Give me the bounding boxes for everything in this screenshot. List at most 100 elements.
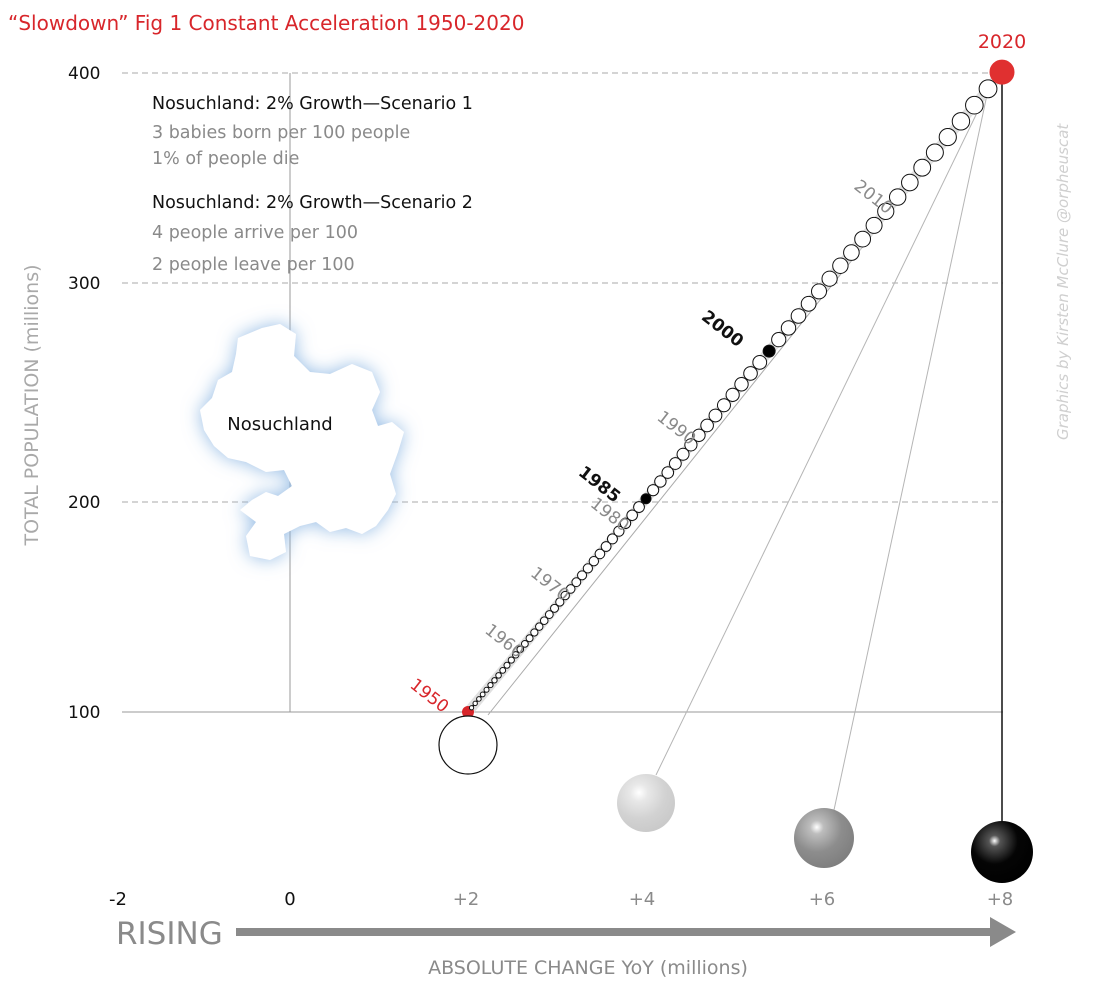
point-2015	[925, 143, 944, 162]
point-1977	[588, 556, 600, 567]
point-1952	[472, 700, 478, 707]
scenario2-heading: Nosuchland: 2% Growth—Scenario 2	[152, 193, 473, 213]
chart-title: “Slowdown” Fig 1 Constant Acceleration 1…	[8, 11, 524, 35]
point-2017	[951, 112, 971, 131]
point-2010	[865, 216, 883, 234]
point-1957	[491, 677, 498, 684]
point-2002	[780, 320, 797, 336]
point-1987	[654, 475, 667, 488]
point-1970	[550, 603, 560, 613]
year-label-2000: 2000	[697, 307, 747, 352]
point-1978	[594, 548, 606, 560]
point-1965	[525, 634, 534, 643]
point-1953	[476, 696, 482, 702]
point-2019	[978, 79, 998, 99]
x-ticks: -2 0 +2 +4 +6 +8	[109, 889, 1013, 910]
point-1971	[555, 597, 565, 607]
point-1991	[684, 438, 698, 452]
y-axis-label: TOTAL POPULATION (millions)	[21, 264, 43, 546]
point-1994	[708, 408, 723, 423]
ball-black	[971, 821, 1033, 883]
point-2004	[800, 295, 817, 312]
ball-gray	[794, 808, 854, 868]
point-1956	[487, 681, 494, 689]
y-tick-300: 300	[68, 274, 100, 294]
point-1990	[676, 447, 690, 461]
x-tick-plus8: +8	[987, 889, 1014, 910]
point-1951	[468, 705, 475, 711]
x-tick-plus4: +4	[629, 889, 656, 910]
point-2018	[965, 95, 984, 115]
point-1975	[577, 570, 588, 581]
scenario1-line-2: 1% of people die	[152, 149, 299, 169]
rising-arrow: RISING	[116, 916, 1016, 952]
point-1960	[503, 661, 511, 669]
pendulum-string-1	[655, 89, 989, 776]
y-tick-200: 200	[68, 493, 100, 513]
point-1988	[661, 466, 675, 479]
grid	[122, 72, 1003, 713]
point-1964	[520, 639, 529, 648]
point-2014	[913, 158, 932, 177]
nosuchland-map: Nosuchland	[200, 324, 404, 560]
point-1980	[606, 533, 618, 545]
point-1961	[507, 656, 515, 664]
point-1992	[692, 428, 706, 442]
point-2012	[888, 188, 907, 206]
point-1997	[734, 377, 749, 392]
point-2007	[832, 257, 849, 274]
credit: Graphics by Kirsten McClure @orpheuscat	[1054, 123, 1072, 440]
point-1995	[716, 398, 731, 413]
point-2013	[901, 173, 919, 192]
point-1984	[633, 501, 645, 513]
scenario1-heading: Nosuchland: 2% Growth—Scenario 1	[152, 94, 473, 114]
point-2000	[762, 344, 776, 358]
point-1968	[539, 616, 549, 625]
point-1973	[565, 584, 576, 594]
point-1993	[700, 418, 714, 433]
point-2006	[821, 270, 838, 287]
point-1981	[613, 525, 625, 537]
point-2011	[877, 202, 895, 220]
y-ticks: 400 300 200 100	[68, 64, 100, 723]
rising-label: RISING	[116, 916, 223, 952]
scenario2-line-1: 4 people arrive per 100	[152, 223, 358, 243]
point-2008	[843, 244, 860, 261]
notes: Nosuchland: 2% Growth—Scenario 1 3 babie…	[152, 94, 473, 275]
y-tick-100: 100	[68, 703, 100, 723]
point-1969	[544, 610, 554, 619]
point-1974	[571, 577, 582, 588]
point-1996	[725, 387, 740, 402]
point-1989	[668, 457, 682, 470]
y-tick-400: 400	[68, 64, 100, 84]
point-1998	[743, 366, 758, 381]
country-label: Nosuchland	[227, 414, 332, 435]
year-label-2020: 2020	[978, 31, 1026, 53]
point-2016	[938, 127, 957, 147]
ball-light-gray	[617, 774, 675, 832]
point-1963	[516, 645, 525, 654]
point-1982	[619, 517, 632, 530]
x-axis-label: ABSOLUTE CHANGE YoY (millions)	[428, 957, 748, 979]
x-tick-0: 0	[284, 889, 295, 910]
year-label-1950: 1950	[406, 675, 452, 717]
point-2003	[790, 308, 807, 324]
point-1967	[535, 622, 544, 631]
point-1999	[752, 354, 768, 370]
x-tick-plus2: +2	[453, 889, 480, 910]
scenario2-line-2: 2 people leave per 100	[152, 255, 355, 275]
point-2001	[771, 332, 787, 348]
point-2020	[989, 59, 1015, 85]
scenario1-line-1: 3 babies born per 100 people	[152, 123, 410, 143]
point-2005	[811, 283, 828, 300]
point-1976	[582, 563, 593, 574]
point-1962	[512, 651, 520, 659]
x-tick-minus2: -2	[109, 889, 127, 910]
point-1966	[530, 628, 539, 637]
point-1955	[483, 686, 490, 693]
point-1983	[626, 509, 638, 522]
point-1979	[600, 541, 612, 552]
point-1972	[560, 590, 570, 601]
pendulum-string-2	[833, 89, 989, 811]
